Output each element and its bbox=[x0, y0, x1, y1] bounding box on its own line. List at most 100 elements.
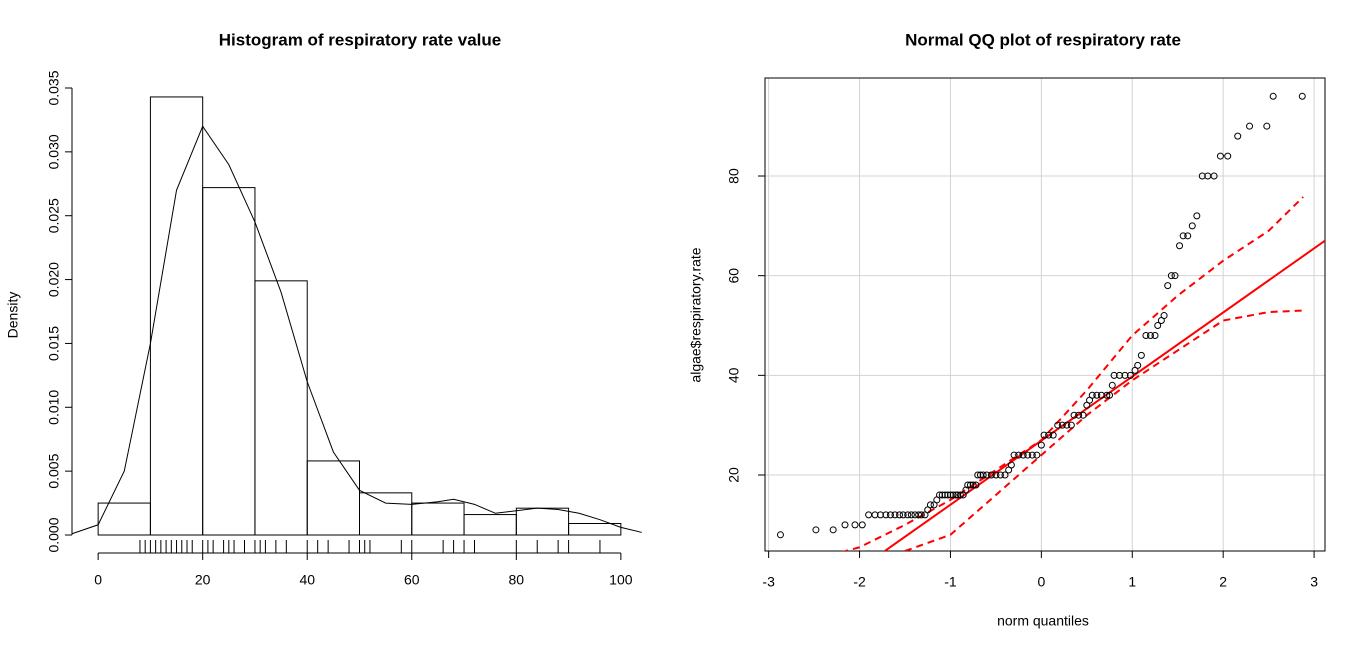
point bbox=[938, 491, 946, 499]
point bbox=[972, 481, 980, 489]
x-tick-label: 0 bbox=[94, 572, 102, 588]
point bbox=[1045, 431, 1053, 439]
bar bbox=[359, 492, 413, 536]
point bbox=[865, 511, 873, 519]
point bbox=[964, 481, 972, 489]
bar bbox=[515, 507, 570, 536]
point bbox=[1019, 451, 1027, 459]
point bbox=[974, 471, 982, 479]
point bbox=[1028, 451, 1036, 459]
point bbox=[851, 521, 859, 529]
x-axis-label: norm quantiles bbox=[997, 613, 1089, 629]
x-tick-label: 2 bbox=[1219, 574, 1227, 590]
x-tick-label: 60 bbox=[404, 572, 420, 588]
point bbox=[1298, 92, 1306, 100]
point bbox=[1063, 421, 1071, 429]
x-tick-label: 100 bbox=[609, 572, 633, 588]
point bbox=[1216, 152, 1224, 160]
point bbox=[1037, 441, 1045, 449]
point bbox=[969, 481, 977, 489]
x-tick-label: 40 bbox=[299, 572, 315, 588]
point bbox=[1142, 331, 1150, 339]
bar bbox=[149, 96, 204, 536]
point bbox=[946, 491, 954, 499]
point bbox=[896, 511, 904, 519]
y-tick-label: 40 bbox=[726, 367, 742, 383]
plot-frame bbox=[764, 77, 1326, 552]
point bbox=[1070, 411, 1078, 419]
point bbox=[1146, 331, 1154, 339]
point bbox=[949, 491, 957, 499]
point bbox=[882, 511, 890, 519]
y-tick-label: 0.030 bbox=[46, 134, 62, 169]
chart-title: Histogram of respiratory rate value bbox=[219, 30, 501, 49]
point bbox=[1224, 152, 1232, 160]
chart-title: Normal QQ plot of respiratory rate bbox=[905, 30, 1181, 49]
point bbox=[926, 501, 934, 509]
point bbox=[1067, 421, 1075, 429]
point bbox=[1246, 122, 1254, 130]
point bbox=[1001, 471, 1009, 479]
point bbox=[1110, 371, 1118, 379]
y-tick-label: 80 bbox=[726, 168, 742, 184]
x-tick-label: 1 bbox=[1128, 574, 1136, 590]
point bbox=[907, 511, 915, 519]
y-tick-label: 60 bbox=[726, 268, 742, 284]
bar bbox=[463, 514, 517, 536]
point bbox=[904, 511, 912, 519]
point bbox=[841, 521, 849, 529]
bar bbox=[202, 187, 256, 536]
point bbox=[1263, 122, 1271, 130]
point bbox=[1234, 132, 1242, 140]
point bbox=[1176, 242, 1184, 250]
point bbox=[1137, 351, 1145, 359]
x-tick-label: 3 bbox=[1310, 574, 1318, 590]
x-tick-label: 0 bbox=[1037, 574, 1045, 590]
y-tick-label: 0.000 bbox=[46, 517, 62, 552]
point bbox=[917, 511, 925, 519]
point bbox=[1179, 232, 1187, 240]
point bbox=[936, 491, 944, 499]
point bbox=[1040, 431, 1048, 439]
point bbox=[1108, 381, 1116, 389]
point bbox=[1103, 391, 1111, 399]
point bbox=[1171, 272, 1179, 280]
point bbox=[944, 491, 952, 499]
point bbox=[1116, 371, 1124, 379]
point bbox=[1033, 451, 1041, 459]
point bbox=[1054, 421, 1062, 429]
point bbox=[954, 491, 962, 499]
point bbox=[1093, 391, 1101, 399]
bar bbox=[568, 523, 622, 536]
point bbox=[1088, 391, 1096, 399]
point bbox=[1167, 272, 1175, 280]
bar bbox=[254, 280, 308, 536]
point bbox=[886, 511, 894, 519]
y-tick-label: 0.010 bbox=[46, 390, 62, 425]
point bbox=[1198, 172, 1206, 180]
x-tick-label: -3 bbox=[762, 574, 775, 590]
y-tick-label: 0.005 bbox=[46, 453, 62, 488]
point bbox=[812, 526, 820, 534]
point bbox=[1269, 92, 1277, 100]
point bbox=[1134, 361, 1142, 369]
envelope-upper bbox=[842, 196, 1304, 551]
point bbox=[996, 471, 1004, 479]
point bbox=[1164, 282, 1172, 290]
y-axis-label: Density bbox=[5, 292, 21, 339]
point bbox=[1151, 331, 1159, 339]
point bbox=[1007, 461, 1015, 469]
x-tick-label: -1 bbox=[944, 574, 957, 590]
point bbox=[776, 531, 784, 539]
point bbox=[1058, 421, 1066, 429]
y-tick-label: 0.020 bbox=[46, 262, 62, 297]
point bbox=[1210, 172, 1218, 180]
point bbox=[876, 511, 884, 519]
bar bbox=[411, 502, 465, 536]
y-tick-label: 20 bbox=[726, 467, 742, 483]
point bbox=[979, 471, 987, 479]
point bbox=[941, 491, 949, 499]
point bbox=[1024, 451, 1032, 459]
point bbox=[1193, 212, 1201, 220]
